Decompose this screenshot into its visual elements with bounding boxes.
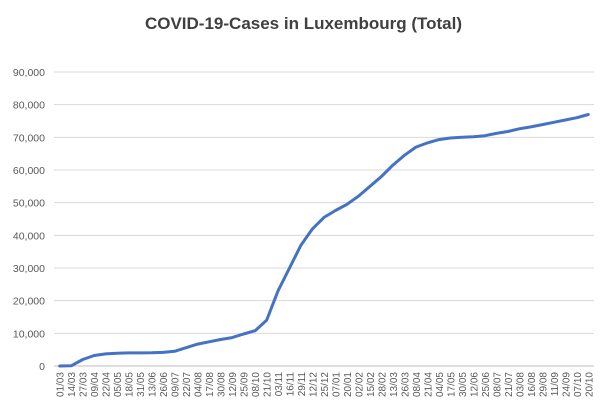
x-tick-label: 25/12 xyxy=(320,372,331,397)
x-tick-label: 28/02 xyxy=(377,372,388,397)
y-tick-label: 20,000 xyxy=(13,296,45,308)
y-tick-label: 0 xyxy=(39,361,45,373)
x-tick-label: 12/09 xyxy=(228,372,239,397)
x-tick-label: 27/03 xyxy=(79,372,90,397)
x-tick-label: 21/07 xyxy=(504,372,515,397)
x-tick-label: 09/04 xyxy=(90,372,101,397)
x-tick-label: 20/10 xyxy=(584,372,595,397)
x-tick-label: 09/07 xyxy=(171,372,182,397)
y-tick-label: 50,000 xyxy=(13,198,45,210)
y-tick-label: 90,000 xyxy=(13,67,45,79)
x-tick-label: 22/04 xyxy=(102,372,113,397)
y-tick-label: 60,000 xyxy=(13,165,45,177)
x-tick-label: 04/05 xyxy=(435,372,446,397)
y-tick-label: 70,000 xyxy=(13,132,45,144)
x-tick-label: 17/05 xyxy=(446,372,457,397)
x-tick-label: 22/07 xyxy=(182,372,193,397)
x-tick-label: 25/09 xyxy=(240,372,251,397)
x-tick-label: 16/11 xyxy=(286,372,297,397)
x-tick-label: 15/02 xyxy=(366,372,377,397)
x-tick-label: 05/05 xyxy=(113,372,124,397)
x-tick-label: 21/04 xyxy=(423,372,434,397)
x-tick-label: 12/06 xyxy=(469,372,480,397)
y-tick-label: 30,000 xyxy=(13,263,45,275)
x-tick-label: 29/08 xyxy=(538,372,549,397)
x-tick-label: 30/05 xyxy=(458,372,469,397)
x-tick-label: 17/08 xyxy=(205,372,216,397)
x-tick-label: 20/01 xyxy=(343,372,354,397)
x-tick-label: 25/06 xyxy=(481,372,492,397)
x-tick-label: 08/04 xyxy=(412,372,423,397)
x-tick-label: 24/09 xyxy=(561,372,572,397)
x-tick-label: 08/10 xyxy=(251,372,262,397)
x-tick-label: 07/01 xyxy=(331,372,342,397)
x-tick-label: 03/11 xyxy=(274,372,285,397)
x-tick-label: 26/03 xyxy=(400,372,411,397)
x-tick-label: 16/08 xyxy=(527,372,538,397)
x-tick-label: 21/10 xyxy=(263,372,274,397)
x-tick-label: 13/03 xyxy=(389,372,400,397)
x-tick-label: 18/05 xyxy=(125,372,136,397)
x-tick-label: 12/12 xyxy=(309,372,320,397)
y-tick-label: 10,000 xyxy=(13,328,45,340)
x-tick-label: 14/03 xyxy=(67,372,78,397)
x-tick-label: 07/10 xyxy=(573,372,584,397)
x-tick-label: 02/02 xyxy=(354,372,365,397)
x-tick-label: 31/05 xyxy=(136,372,147,397)
y-tick-label: 40,000 xyxy=(13,230,45,242)
x-tick-label: 29/11 xyxy=(297,372,308,397)
y-tick-label: 80,000 xyxy=(13,100,45,112)
x-tick-label: 26/06 xyxy=(159,372,170,397)
series-line xyxy=(58,113,590,368)
x-tick-label: 13/06 xyxy=(148,372,159,397)
x-tick-label: 30/08 xyxy=(217,372,228,397)
x-tick-label: 04/08 xyxy=(194,372,205,397)
x-tick-label: 08/07 xyxy=(492,372,503,397)
chart-title: COVID-19-Cases in Luxembourg (Total) xyxy=(144,14,463,33)
x-tick-label: 01/03 xyxy=(56,372,67,397)
x-tick-label: 11/09 xyxy=(550,372,561,397)
x-tick-label: 03/08 xyxy=(515,372,526,397)
